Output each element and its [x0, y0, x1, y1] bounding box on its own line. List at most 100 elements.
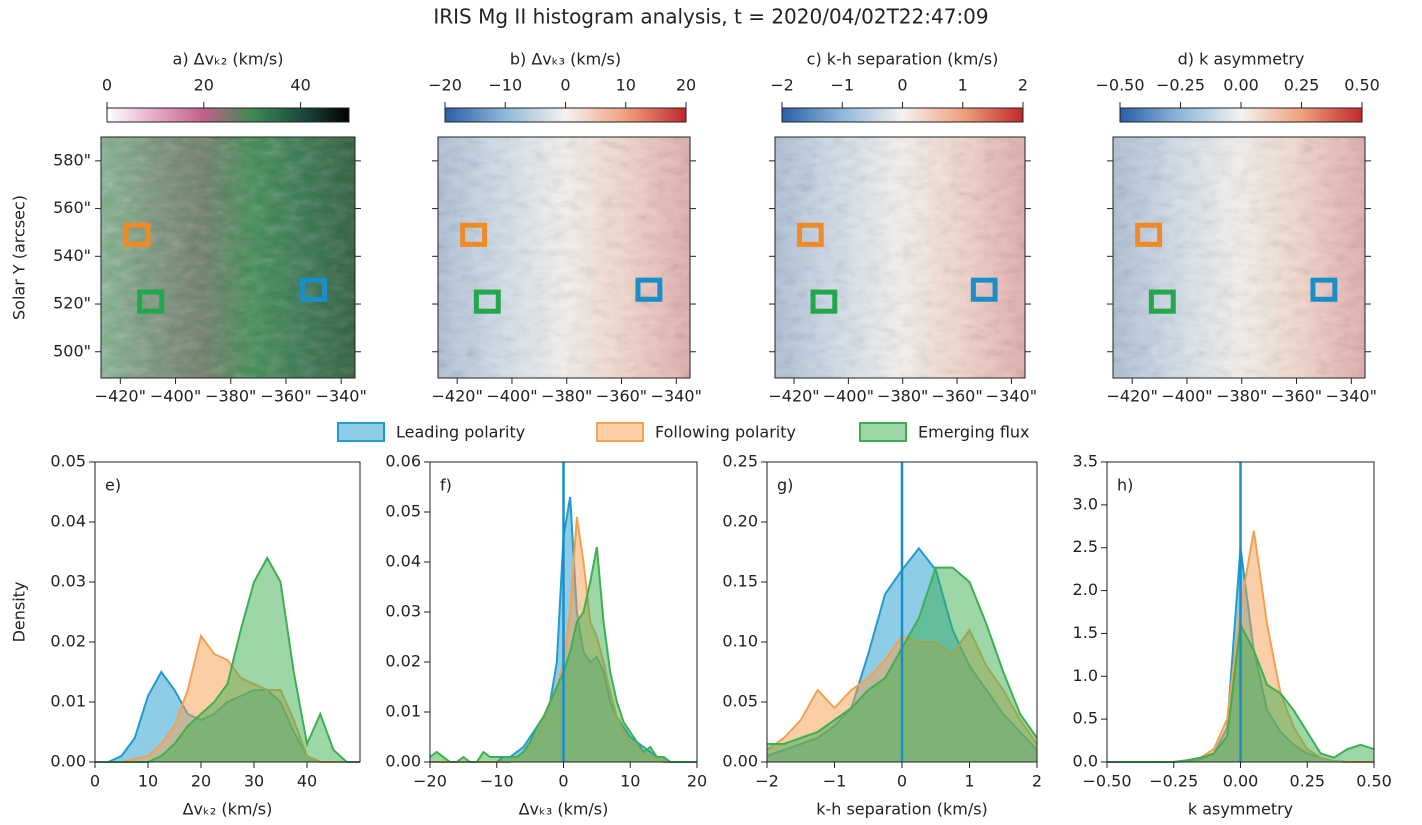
colorbar-tick-label: −2: [770, 76, 794, 95]
x-tick-label: 0: [90, 772, 100, 791]
y-tick-label: 560": [53, 198, 91, 217]
region-box: [1148, 289, 1176, 314]
x-axis-label: Δvₖ₂ (km/s): [183, 800, 273, 819]
colorbar: [444, 107, 687, 123]
colorbar-tick-label: −1: [830, 76, 854, 95]
colorbar-tick-label: 2: [1018, 76, 1028, 95]
colorbar: [1119, 107, 1363, 123]
colorbar-label: d) k asymmetry: [1178, 50, 1305, 69]
x-tick-label: −10: [480, 772, 514, 791]
x-tick-label: −340": [986, 387, 1037, 406]
colorbar-tick-label: 0.50: [1344, 76, 1380, 95]
colorbar-tick-label: −10: [488, 76, 522, 95]
y-tick-label: 0.03: [385, 602, 421, 621]
x-tick-label: −400": [486, 387, 537, 406]
x-tick-label: −400": [150, 387, 201, 406]
panel-label: f): [440, 476, 452, 495]
y-tick-label: 3.5: [1073, 452, 1098, 471]
y-tick-label: 0.15: [722, 572, 758, 591]
colorbar-tick-label: 0: [897, 76, 907, 95]
x-tick-label: −340": [316, 387, 367, 406]
y-tick-label: 0.04: [50, 512, 86, 531]
colorbar-label: a) Δvₖ₂ (km/s): [173, 50, 284, 69]
x-tick-label: −420": [432, 387, 483, 406]
y-tick-label: 0.05: [385, 502, 421, 521]
region-box: [1310, 277, 1338, 302]
x-tick-label: −2: [755, 772, 779, 791]
figure-title: IRIS Mg II histogram analysis, t = 2020/…: [433, 5, 988, 29]
x-tick-label: 0.00: [1223, 772, 1259, 791]
x-tick-label: −360": [260, 387, 311, 406]
x-tick-label: 0.25: [1289, 772, 1325, 791]
legend-swatch: [596, 422, 644, 442]
colorbar-tick-label: 40: [290, 76, 310, 95]
y-tick-label: 0.25: [722, 452, 758, 471]
y-tick-label: 0.20: [722, 512, 758, 531]
colorbar-tick-label: 20: [194, 76, 214, 95]
y-tick-label: 2.5: [1073, 537, 1098, 556]
colorbar-tick-label: 0.25: [1284, 76, 1320, 95]
region-box: [137, 289, 165, 314]
y-tick-label: 0.06: [385, 452, 421, 471]
y-tick-label: 0.00: [722, 752, 758, 771]
legend-swatch: [337, 422, 385, 442]
x-tick-label: −0.50: [1082, 772, 1131, 791]
colorbar-label: c) k-h separation (km/s): [807, 50, 999, 69]
x-tick-label: −400": [823, 387, 874, 406]
panel-label: e): [105, 476, 121, 495]
x-tick-label: −0.25: [1149, 772, 1198, 791]
region-box: [473, 289, 501, 314]
y-tick-label: 0.02: [50, 632, 86, 651]
x-tick-label: −340": [651, 387, 702, 406]
axes-frame: [94, 461, 361, 763]
x-tick-label: −420": [1107, 387, 1158, 406]
y-tick-label: 1.5: [1073, 623, 1098, 642]
x-tick-label: −380": [877, 387, 928, 406]
y-tick-label: 0.00: [50, 752, 86, 771]
colorbar-tick-label: 1: [958, 76, 968, 95]
colorbar-tick-label: 20: [676, 76, 696, 95]
y-tick-label: 0.10: [722, 632, 758, 651]
y-tick-label: 0.04: [385, 552, 421, 571]
panel-label: h): [1117, 476, 1133, 495]
y-tick-label: 500": [53, 341, 91, 360]
colorbar: [781, 107, 1024, 123]
x-tick-label: −380": [541, 387, 592, 406]
y-tick-label: 0.5: [1073, 709, 1098, 728]
x-tick-label: 20: [687, 772, 707, 791]
colorbar-tick-label: −0.25: [1156, 76, 1205, 95]
x-tick-label: −340": [1326, 387, 1377, 406]
y-tick-label: 0.01: [50, 692, 86, 711]
x-tick-label: −400": [1161, 387, 1212, 406]
axes-frame: [774, 136, 1026, 379]
x-tick-label: 10: [138, 772, 158, 791]
y-tick-label: 2.0: [1073, 580, 1098, 599]
colorbar-tick-label: 0: [560, 76, 570, 95]
y-tick-label: 0.0: [1073, 752, 1098, 771]
y-tick-label: 0.02: [385, 652, 421, 671]
x-tick-label: −380": [1216, 387, 1267, 406]
y-tick-label: 0.05: [50, 452, 86, 471]
y-tick-label: 520": [53, 294, 91, 313]
x-tick-label: 2: [1032, 772, 1042, 791]
x-axis-label: Δvₖ₃ (km/s): [519, 800, 609, 819]
x-tick-label: −20: [413, 772, 447, 791]
x-axis-label: k asymmetry: [1188, 800, 1293, 819]
region-box: [123, 222, 151, 247]
region-box: [460, 222, 488, 247]
map-tint: [438, 137, 690, 378]
region-box: [1135, 222, 1163, 247]
x-tick-label: 0.50: [1356, 772, 1392, 791]
x-tick-label: −380": [205, 387, 256, 406]
panel-label: g): [777, 476, 793, 495]
x-axis-label: k-h separation (km/s): [816, 800, 988, 819]
colorbar-tick-label: 0.00: [1223, 76, 1259, 95]
x-tick-label: 0: [558, 772, 568, 791]
y-tick-label: 540": [53, 246, 91, 265]
axes-frame: [1112, 136, 1366, 379]
x-tick-label: −420": [95, 387, 146, 406]
x-tick-label: 30: [244, 772, 264, 791]
x-tick-label: 1: [964, 772, 974, 791]
y-axis-label: Solar Y (arcsec): [10, 195, 29, 320]
